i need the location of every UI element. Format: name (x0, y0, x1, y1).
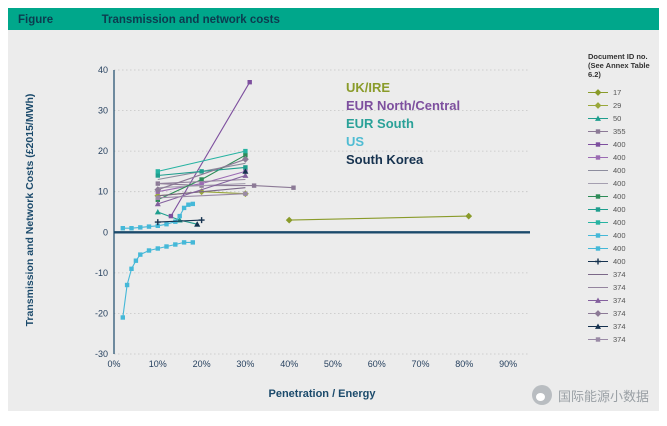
legend-swatch-icon (588, 129, 608, 134)
region-legend: UK/IRE EUR North/Central EUR South US South … (346, 79, 460, 169)
doc-legend-item: 400 (588, 216, 658, 229)
doc-legend-label: 17 (613, 88, 622, 97)
svg-text:-30: -30 (95, 349, 108, 359)
doc-legend-title-line1: Document ID no. (588, 52, 648, 61)
svg-text:40: 40 (98, 65, 108, 75)
doc-legend-item: 374 (588, 307, 658, 320)
svg-text:-10: -10 (95, 268, 108, 278)
watermark: 国际能源小数据 (531, 385, 649, 405)
doc-legend-label: 400 (613, 153, 626, 162)
region-legend-item: South Korea (346, 152, 424, 167)
svg-text:80%: 80% (455, 359, 473, 369)
legend-swatch-icon (588, 274, 608, 275)
y-axis-title: Transmission and Network Costs (£2015/MW… (24, 93, 36, 327)
legend-swatch-icon (588, 246, 608, 251)
legend-swatch-icon (588, 102, 608, 109)
legend-swatch-icon (588, 142, 608, 147)
legend-swatch-icon (588, 89, 608, 96)
svg-text:40%: 40% (280, 359, 298, 369)
doc-legend-item: 374 (588, 268, 658, 281)
svg-text:-20: -20 (95, 308, 108, 318)
doc-legend-label: 29 (613, 101, 622, 110)
legend-swatch-icon (588, 310, 608, 317)
doc-legend-label: 400 (613, 205, 626, 214)
doc-legend-label: 374 (613, 309, 626, 318)
svg-text:30: 30 (98, 106, 108, 116)
figure-header: Figure Transmission and network costs (8, 8, 659, 30)
doc-legend-item: 400 (588, 255, 658, 268)
doc-legend-label: 374 (613, 322, 626, 331)
doc-legend-item: 400 (588, 151, 658, 164)
doc-legend-label: 400 (613, 231, 626, 240)
svg-text:30%: 30% (236, 359, 254, 369)
region-legend-item: EUR North/Central (346, 98, 461, 113)
x-axis-title: Penetration / Energy (268, 388, 376, 400)
figure-label: Figure (18, 14, 54, 26)
legend-swatch-icon (588, 297, 608, 303)
doc-legend-item: 50 (588, 112, 658, 125)
legend-swatch-icon (588, 194, 608, 199)
chart-plot: 40 30 20 10 0 -10 -20 -300% 10% 20% 30% 40% 50% 60% 70… (95, 65, 530, 369)
legend-swatch-icon (588, 220, 608, 225)
watermark-text: 国际能源小数据 (557, 388, 649, 404)
legend-swatch-icon (588, 155, 608, 160)
svg-text:10%: 10% (149, 359, 167, 369)
doc-legend-rows: 17 29 50 355 400 400 400 400 400 400 400 400 400 400 3… (588, 86, 658, 346)
doc-legend-label: 400 (613, 257, 626, 266)
svg-text:50%: 50% (324, 359, 342, 369)
doc-legend-label: 400 (613, 244, 626, 253)
doc-legend-label: 355 (613, 127, 626, 136)
doc-legend-item: 374 (588, 281, 658, 294)
doc-legend-item: 400 (588, 164, 658, 177)
legend-swatch-icon (588, 337, 608, 342)
legend-swatch-icon (588, 258, 608, 265)
doc-legend-item: 400 (588, 138, 658, 151)
doc-legend-item: 17 (588, 86, 658, 99)
svg-text:20: 20 (98, 146, 108, 156)
doc-legend-label: 374 (613, 270, 626, 279)
legend-swatch-icon (588, 323, 608, 329)
legend-swatch-icon (588, 233, 608, 238)
svg-text:10: 10 (98, 187, 108, 197)
svg-text:70%: 70% (411, 359, 429, 369)
doc-legend-label: 400 (613, 218, 626, 227)
doc-legend-item: 374 (588, 333, 658, 346)
legend-swatch-icon (588, 115, 608, 121)
doc-legend-label: 400 (613, 166, 626, 175)
doc-legend-item: 374 (588, 320, 658, 333)
region-legend-item: US (346, 134, 365, 149)
svg-text:0: 0 (103, 227, 108, 237)
region-legend-item: UK/IRE (346, 80, 391, 95)
figure-panel: Figure Transmission and network costs Tr… (8, 8, 659, 411)
svg-text:0%: 0% (107, 359, 120, 369)
doc-legend-item: 400 (588, 190, 658, 203)
doc-legend-item: 355 (588, 125, 658, 138)
doc-legend-label: 374 (613, 335, 626, 344)
doc-legend-item: 374 (588, 294, 658, 307)
doc-id-legend: Document ID no. (See Annex Table 6.2) 17… (588, 52, 658, 346)
svg-text:60%: 60% (368, 359, 386, 369)
doc-legend-title: Document ID no. (See Annex Table 6.2) (588, 52, 658, 79)
legend-swatch-icon (588, 287, 608, 288)
doc-legend-title-line2: (See Annex Table 6.2) (588, 61, 650, 79)
svg-text:20%: 20% (193, 359, 211, 369)
doc-legend-item: 400 (588, 242, 658, 255)
doc-legend-item: 29 (588, 99, 658, 112)
doc-legend-item: 400 (588, 177, 658, 190)
doc-legend-label: 50 (613, 114, 622, 123)
doc-legend-label: 400 (613, 192, 626, 201)
svg-text:90%: 90% (499, 359, 517, 369)
legend-swatch-icon (588, 207, 608, 212)
doc-legend-label: 400 (613, 140, 626, 149)
doc-legend-item: 400 (588, 229, 658, 242)
legend-swatch-icon (588, 170, 608, 171)
region-legend-item: EUR South (346, 116, 414, 131)
doc-legend-label: 374 (613, 296, 626, 305)
figure-title: Transmission and network costs (101, 14, 280, 26)
watermark-logo-icon (531, 385, 552, 405)
doc-legend-label: 374 (613, 283, 626, 292)
doc-legend-item: 400 (588, 203, 658, 216)
doc-legend-label: 400 (613, 179, 626, 188)
legend-swatch-icon (588, 183, 608, 184)
